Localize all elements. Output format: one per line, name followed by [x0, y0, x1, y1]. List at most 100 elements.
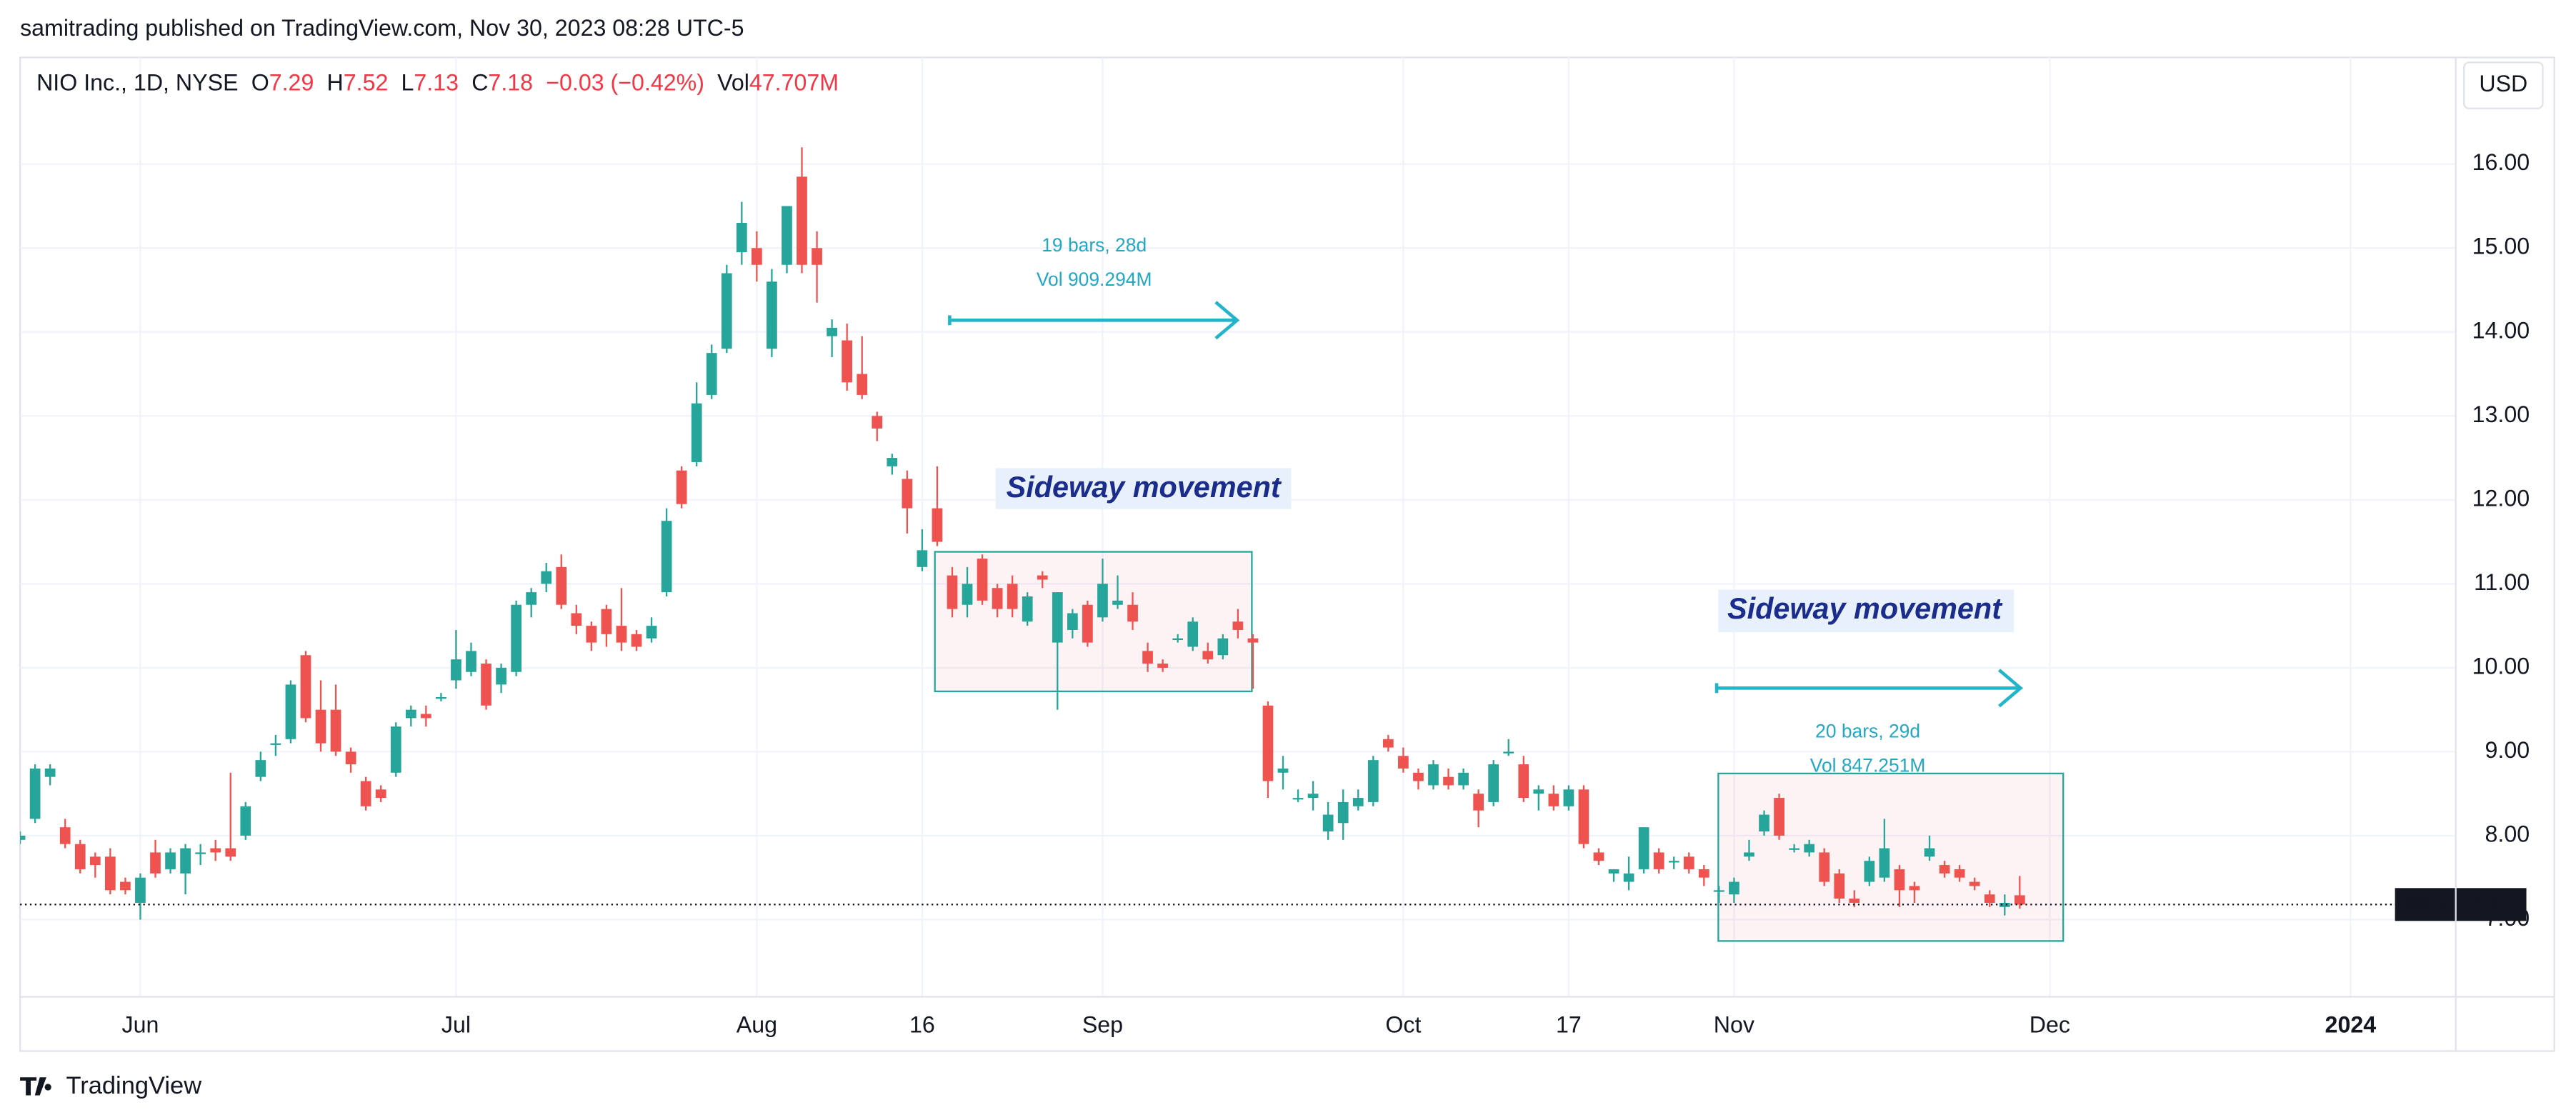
candle-body: [691, 403, 702, 462]
candle-body: [541, 571, 552, 584]
candle-body: [661, 521, 672, 593]
candle-body: [270, 743, 281, 745]
candle-body: [1518, 764, 1529, 799]
x-tick-label: Nov: [1714, 1011, 1754, 1037]
grid: [20, 57, 2456, 997]
candle-body: [887, 458, 898, 466]
candle-body: [827, 327, 837, 336]
candle-body: [180, 848, 191, 874]
annotation-text: Sideway movement: [1007, 471, 1282, 504]
candle-body: [1744, 852, 1754, 857]
candle-body: [1984, 894, 1995, 903]
candle-body: [1037, 575, 1048, 580]
candle-body: [74, 844, 86, 869]
legend-label: H: [327, 69, 344, 95]
candle-body: [481, 663, 491, 706]
candle-body: [1292, 798, 1304, 800]
candle-body: [1277, 768, 1289, 773]
y-tick-label: 12.00: [2472, 485, 2530, 511]
candle-body: [1969, 881, 1980, 886]
x-tick-label: 17: [1556, 1011, 1582, 1037]
candle-body: [782, 206, 792, 265]
range-boxes: [934, 551, 2065, 942]
candle-body: [616, 626, 627, 643]
candle-body: [135, 877, 146, 903]
y-tick-label: 9.00: [2485, 737, 2530, 763]
candle-body: [345, 751, 356, 765]
symbol-label: NIO: [2404, 890, 2445, 916]
candle-body: [1879, 848, 1890, 878]
brand: TradingView: [66, 1072, 201, 1099]
candle-body: [1894, 869, 1905, 891]
candle-body: [1939, 865, 1950, 874]
x-tick-label: Aug: [737, 1011, 777, 1037]
candle-body: [556, 566, 567, 605]
candle-body: [315, 709, 326, 744]
candle-body: [1127, 604, 1138, 622]
currency-box[interactable]: [2463, 61, 2544, 109]
candle-body: [646, 626, 657, 639]
candle-body: [360, 781, 371, 806]
candle-body: [1082, 604, 1093, 643]
candle-body: [1804, 844, 1815, 853]
x-tick-label: Jul: [441, 1011, 471, 1037]
candle-body: [917, 550, 928, 567]
annotation-text: Sideway movement: [1727, 592, 2003, 625]
candle-body: [1623, 873, 1634, 882]
candle-body: [240, 806, 251, 836]
candle-body: [420, 714, 431, 719]
y-tick-label: 14.00: [2472, 317, 2530, 343]
candle-body: [1443, 776, 1454, 786]
candle-body: [1789, 848, 1799, 850]
legend-value: 7.52: [344, 69, 389, 95]
candle-body: [1202, 651, 1214, 660]
candle-body: [706, 353, 717, 395]
candle-body: [601, 609, 612, 634]
publish-line: samitrading published on TradingView.com…: [20, 15, 744, 41]
candle-body: [752, 248, 762, 265]
candle-body: [842, 340, 853, 383]
candle-body: [1608, 869, 1619, 874]
candle-body: [797, 176, 807, 265]
legend-label: C: [471, 69, 488, 95]
candle-body: [1337, 801, 1349, 824]
candle-body: [1413, 772, 1424, 781]
annotation-volume: Vol 847.251M: [1810, 755, 1926, 776]
candle-body: [977, 559, 988, 601]
candle-body: [857, 374, 868, 395]
candle-body: [120, 881, 131, 891]
footer-logo: TradingView: [20, 1072, 201, 1099]
candle-body: [1774, 798, 1784, 836]
candle-body: [300, 655, 311, 719]
candle-body: [1924, 848, 1935, 857]
candle-body: [1864, 861, 1875, 882]
candle-body: [526, 592, 537, 605]
candle-body: [1458, 772, 1469, 786]
candle-body: [1578, 789, 1589, 844]
range-arrow: [1714, 669, 2023, 708]
candle-body: [676, 470, 687, 504]
candle-body: [1322, 814, 1334, 832]
arrow-head: [1214, 301, 1240, 340]
candle-body: [285, 684, 296, 739]
x-tick-label: 2024: [2325, 1011, 2377, 1037]
candles: [20, 147, 2025, 920]
candle-body: [1548, 794, 1559, 806]
candle-body: [195, 852, 206, 854]
symbol-tag: [2395, 888, 2456, 921]
candle-body: [1157, 663, 1168, 668]
annotation-bars: 19 bars, 28d: [1042, 234, 1147, 256]
candle-body: [1819, 852, 1830, 882]
candle-body: [1307, 794, 1319, 799]
candle-body: [721, 273, 732, 349]
candle-body: [736, 222, 747, 253]
y-tick-label: 13.00: [2472, 401, 2530, 427]
legend: NIO Inc., 1D, NYSE O7.29 H7.52 L7.13 C7.…: [36, 69, 839, 95]
candle-body: [390, 726, 401, 773]
candle-body: [1262, 705, 1274, 781]
last-price: 7.18: [2468, 890, 2513, 916]
candle-body: [1714, 890, 1724, 892]
x-tick-label: Dec: [2030, 1011, 2070, 1037]
candle-body: [1759, 814, 1769, 832]
